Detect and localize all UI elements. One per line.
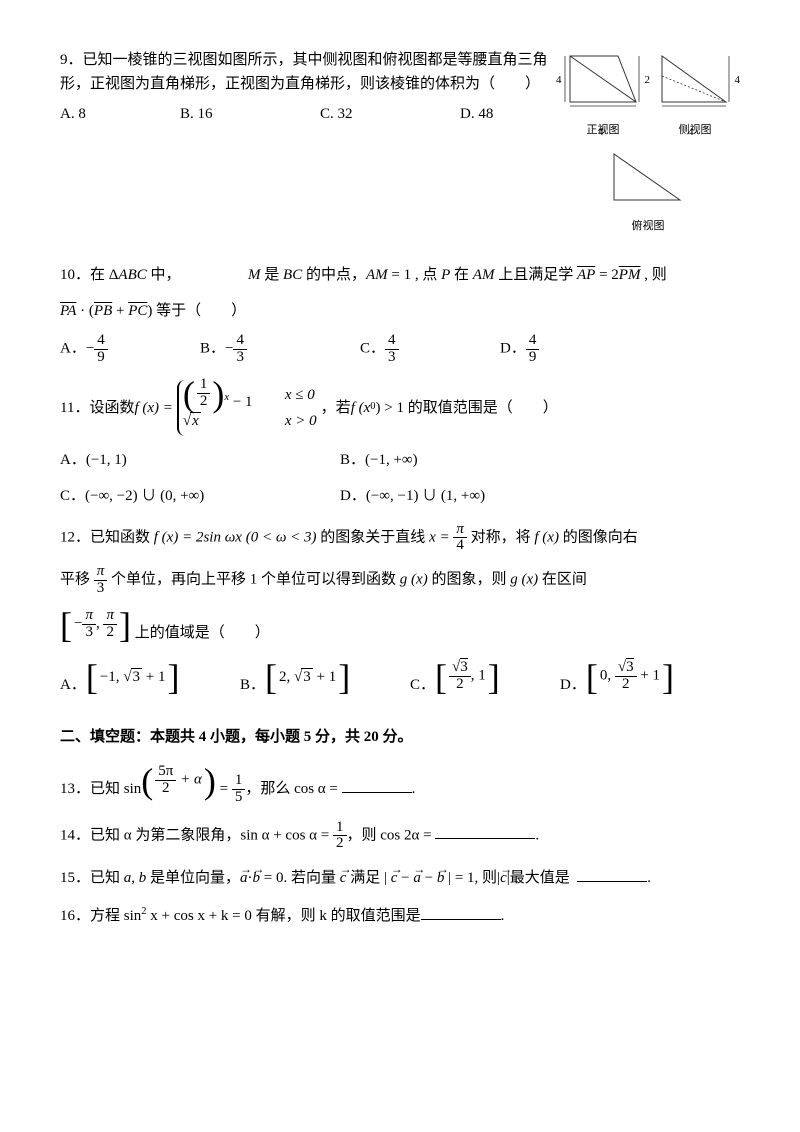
q12-line3: [−π3, π2] 上的值域是（ ）	[60, 607, 740, 645]
q10-opt-a: A．−49	[60, 333, 200, 366]
q9-opt-c: C. 32	[320, 102, 460, 126]
q11-opt-c: C．(−∞, −2) ∪ (0, +∞)	[60, 484, 340, 508]
q12-opt-b: B．[2, 3 + 1]	[240, 659, 410, 697]
vec-pb: PB	[94, 303, 112, 319]
q11-opt-d: D．(−∞, −1) ∪ (1, +∞)	[340, 484, 485, 508]
front-view-icon	[562, 48, 644, 112]
q10-line1: 10．在 ΔABC 中， M 是 BC 的中点，AM = 1 , 点 P 在 A…	[60, 263, 740, 287]
sqrt-icon: x	[183, 409, 201, 433]
q12-opt-d: D．[0, √32 + 1]	[560, 659, 674, 697]
q11-opt-b: B．(−1, +∞)	[340, 448, 418, 472]
q16: 16．方程 sin2 x + cos x + k = 0 有解，则 k 的取值范…	[60, 904, 740, 928]
top-view-label: 俯视图	[608, 218, 688, 236]
q10-options: A．−49 B．−43 C．43 D．49	[60, 333, 740, 366]
q9-opt-a: A. 8	[60, 102, 180, 126]
blank-input[interactable]	[342, 778, 412, 793]
blank-input[interactable]	[421, 905, 501, 920]
q9-stem: 9．已知一棱锥的三视图如图所示，其中侧视图和俯视图都是等腰直角三角形，正视图为直…	[60, 48, 550, 126]
vec-c-icon: c	[340, 870, 347, 886]
piecewise-icon: (12)x − 1x ≤ 0 xx > 0	[177, 380, 321, 436]
blank-input[interactable]	[577, 867, 647, 882]
vec-pc: PC	[128, 303, 147, 319]
q11: 11．设函数 f (x) = (12)x − 1x ≤ 0 xx > 0 ，若 …	[60, 380, 740, 508]
q12-line2: 平移 π3 个单位，再向上平移 1 个单位可以得到函数 g (x) 的图象，则 …	[60, 564, 740, 597]
q12: 12．已知函数 f (x) = 2sin ωx (0 < ω < 3) 的图象关…	[60, 522, 740, 697]
section2-title: 二、填空题：本题共 4 小题，每小题 5 分，共 20 分。	[60, 725, 740, 749]
top-view-icon	[608, 148, 688, 208]
interval-icon: [−π3, π2]	[60, 607, 131, 643]
side-view-icon	[656, 48, 734, 112]
q13: 13．已知 sin(5π2 + α) = 15，那么 cos α = .	[60, 763, 740, 806]
q9-opt-d: D. 48	[460, 102, 493, 126]
vec-b-icon: b	[253, 870, 261, 886]
q9-options: A. 8 B. 16 C. 32 D. 48	[60, 102, 550, 126]
q10-line2: PA · (PB + PC) 等于（ ）	[60, 299, 740, 323]
q12-opt-a: A．[−1, 3 + 1]	[60, 659, 240, 697]
q9-opt-b: B. 16	[180, 102, 320, 126]
q12-line1: 12．已知函数 f (x) = 2sin ωx (0 < ω < 3) 的图象关…	[60, 522, 740, 555]
q11-opt-a: A．(−1, 1)	[60, 448, 340, 472]
vec-a-icon: a	[240, 870, 248, 886]
q12-opt-c: C．[√32, 1]	[410, 659, 560, 697]
q10-opt-d: D．49	[500, 333, 539, 366]
q9-stem-text: 9．已知一棱锥的三视图如图所示，其中侧视图和俯视图都是等腰直角三角形，正视图为直…	[60, 48, 550, 96]
q11-stem: 11．设函数 f (x) = (12)x − 1x ≤ 0 xx > 0 ，若 …	[60, 380, 740, 436]
vec-pa: PA	[60, 303, 76, 319]
q15: 15．已知 a, b 是单位向量，a·b = 0. 若向量 c 满足 | c −…	[60, 866, 740, 890]
q12-options: A．[−1, 3 + 1] B．[2, 3 + 1] C．[√32, 1] D．…	[60, 659, 740, 697]
vec-pm: PM	[619, 267, 641, 283]
q11-opts-row1: A．(−1, 1) B．(−1, +∞)	[60, 448, 740, 472]
q10-opt-b: B．−43	[200, 333, 360, 366]
q11-opts-row2: C．(−∞, −2) ∪ (0, +∞) D．(−∞, −1) ∪ (1, +∞…	[60, 484, 740, 508]
side-view-label: 侧视图	[656, 122, 734, 140]
q10-opt-c: C．43	[360, 333, 500, 366]
q10: 10．在 ΔABC 中， M 是 BC 的中点，AM = 1 , 点 P 在 A…	[60, 263, 740, 366]
q9: 9．已知一棱锥的三视图如图所示，其中侧视图和俯视图都是等腰直角三角形，正视图为直…	[60, 48, 740, 235]
q14: 14．已知 α 为第二象限角，sin α + cos α = 12，则 cos …	[60, 820, 740, 853]
vec-ap: AP	[577, 267, 595, 283]
q9-figure: 4 2 4 正视图 4 4 侧视图	[550, 48, 740, 235]
blank-input[interactable]	[435, 824, 535, 839]
